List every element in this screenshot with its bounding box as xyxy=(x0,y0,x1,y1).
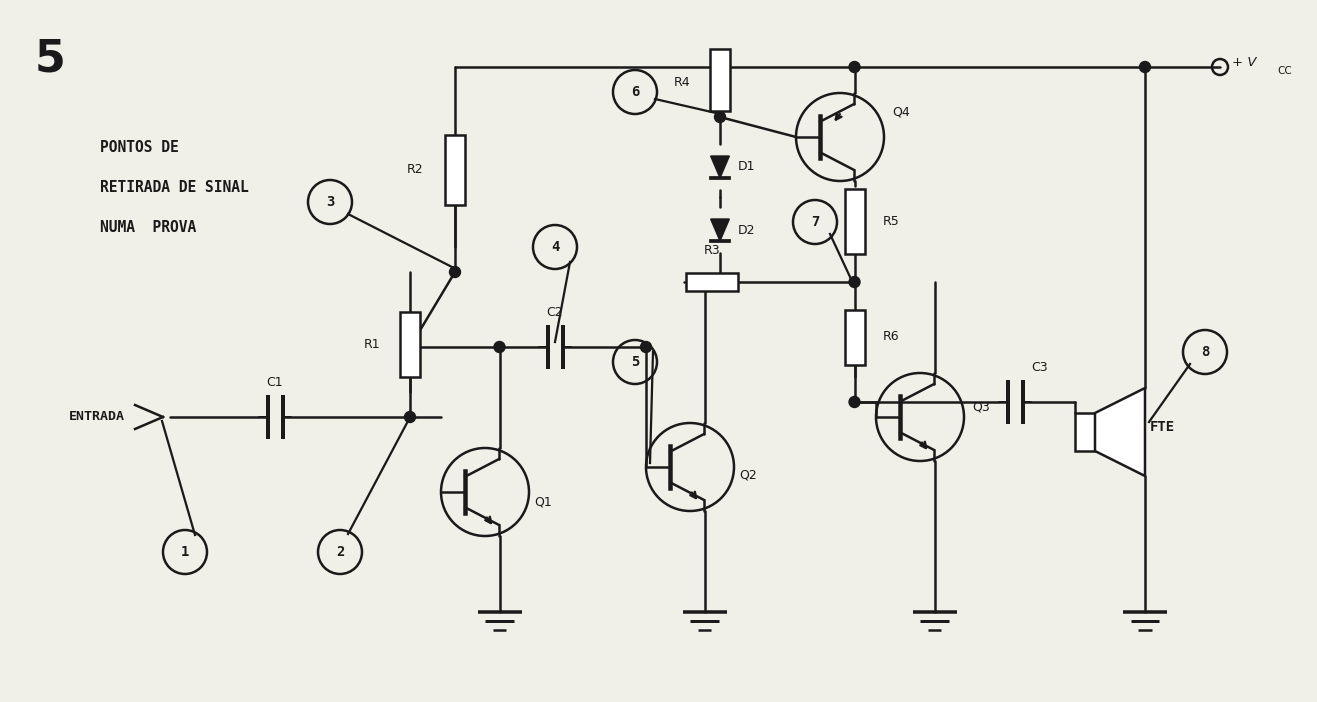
Bar xyxy=(1075,413,1094,451)
Text: RETIRADA DE SINAL: RETIRADA DE SINAL xyxy=(100,180,249,194)
Text: C1: C1 xyxy=(266,376,283,389)
Text: 5: 5 xyxy=(631,355,639,369)
Text: 5: 5 xyxy=(36,37,66,80)
Text: ENTRADA: ENTRADA xyxy=(68,411,125,423)
Text: + V: + V xyxy=(1231,56,1256,69)
Text: C3: C3 xyxy=(1031,361,1048,374)
Text: 2: 2 xyxy=(336,545,344,559)
Bar xyxy=(445,135,465,204)
Text: 3: 3 xyxy=(325,195,335,209)
Text: 8: 8 xyxy=(1201,345,1209,359)
Text: Q3: Q3 xyxy=(972,401,990,413)
Text: FTE: FTE xyxy=(1150,420,1175,434)
Polygon shape xyxy=(711,156,730,178)
Circle shape xyxy=(715,277,726,288)
Text: R1: R1 xyxy=(363,338,381,351)
Text: R3: R3 xyxy=(705,244,720,257)
Circle shape xyxy=(849,397,860,407)
Circle shape xyxy=(449,267,461,277)
Text: Q4: Q4 xyxy=(892,105,910,119)
Text: NUMA  PROVA: NUMA PROVA xyxy=(100,220,196,234)
Circle shape xyxy=(715,62,726,72)
Text: D1: D1 xyxy=(738,161,756,173)
Circle shape xyxy=(715,112,726,123)
Bar xyxy=(844,310,864,364)
Text: R4: R4 xyxy=(673,76,690,88)
Text: PONTOS DE: PONTOS DE xyxy=(100,140,179,154)
Bar xyxy=(686,273,739,291)
Text: 6: 6 xyxy=(631,85,639,99)
Circle shape xyxy=(849,277,860,288)
Bar xyxy=(400,312,420,377)
Circle shape xyxy=(699,277,710,288)
Text: 1: 1 xyxy=(180,545,190,559)
Circle shape xyxy=(494,341,504,352)
Circle shape xyxy=(404,411,415,423)
Polygon shape xyxy=(1094,388,1144,476)
Text: Q2: Q2 xyxy=(739,468,757,482)
Text: 7: 7 xyxy=(811,215,819,229)
Text: Q1: Q1 xyxy=(533,496,552,508)
Circle shape xyxy=(1139,62,1151,72)
Text: C2: C2 xyxy=(547,306,564,319)
Text: D2: D2 xyxy=(738,223,756,237)
Text: R6: R6 xyxy=(882,331,900,343)
Bar xyxy=(844,189,864,254)
Text: R2: R2 xyxy=(407,163,423,176)
Circle shape xyxy=(849,62,860,72)
Polygon shape xyxy=(711,219,730,241)
Text: R5: R5 xyxy=(882,215,900,228)
Circle shape xyxy=(640,341,652,352)
Text: CC: CC xyxy=(1277,66,1292,76)
Text: 4: 4 xyxy=(551,240,560,254)
Bar xyxy=(710,49,730,111)
